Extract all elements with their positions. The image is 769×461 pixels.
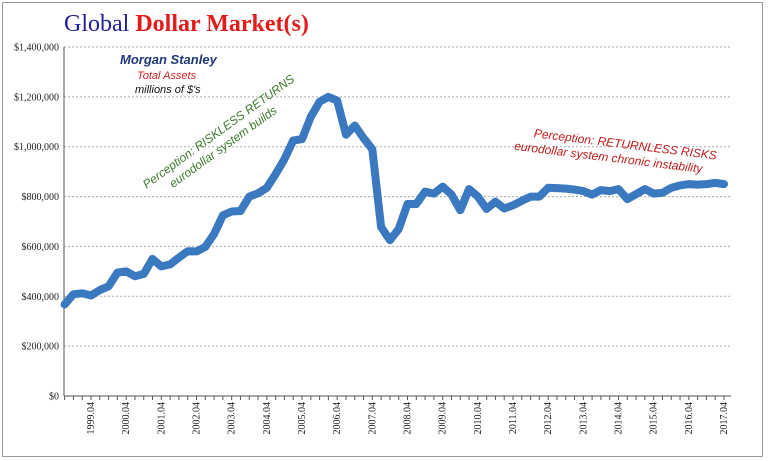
x-tick-label: 2002.04: [192, 402, 203, 435]
y-tick-label: $600,000: [22, 242, 60, 253]
y-tick-label: $200,000: [22, 342, 60, 353]
annotation-units: millions of $'s: [135, 84, 201, 96]
x-tick-label: 2011.04: [508, 402, 519, 434]
title-part-global: Global: [64, 11, 136, 37]
x-tick-label: 2006.04: [332, 402, 343, 435]
title-part-dollar-markets: Dollar Market(s): [135, 11, 309, 37]
x-tick-label: 2007.04: [367, 402, 378, 435]
x-tick-label: 2008.04: [403, 402, 414, 435]
x-tick-label: 2005.04: [297, 402, 308, 435]
y-tick-label: $1,200,000: [14, 92, 59, 103]
x-tick-label: 2009.04: [438, 402, 449, 435]
chart-title: Global Dollar Market(s): [64, 10, 309, 38]
series-line-0: [60, 92, 728, 309]
x-tick-label: 2017.04: [719, 402, 730, 435]
x-tick-label: 2000.04: [121, 402, 132, 435]
x-tick-label: 2003.04: [227, 402, 238, 435]
annotation-total-assets: Total Assets: [137, 70, 197, 82]
y-tick-label: $800,000: [22, 192, 60, 203]
x-tick-label: 2004.04: [262, 402, 273, 435]
annotation-morgan-stanley: Morgan Stanley: [120, 52, 217, 67]
y-tick-label: $1,400,000: [14, 43, 59, 54]
y-tick-label: $0: [49, 392, 59, 403]
x-tick-label: 2012.04: [543, 402, 554, 435]
y-tick-label: $400,000: [22, 292, 60, 303]
x-tick-label: 1999.04: [86, 402, 97, 435]
x-tick-label: 2014.04: [614, 402, 625, 435]
x-tick-label: 2015.04: [649, 402, 660, 435]
x-tick-label: 2016.04: [684, 402, 695, 435]
y-tick-label: $1,000,000: [14, 142, 59, 153]
x-tick-label: 2010.04: [473, 402, 484, 435]
x-tick-label: 2001.04: [156, 402, 167, 435]
x-tick-label: 2013.04: [578, 402, 589, 435]
